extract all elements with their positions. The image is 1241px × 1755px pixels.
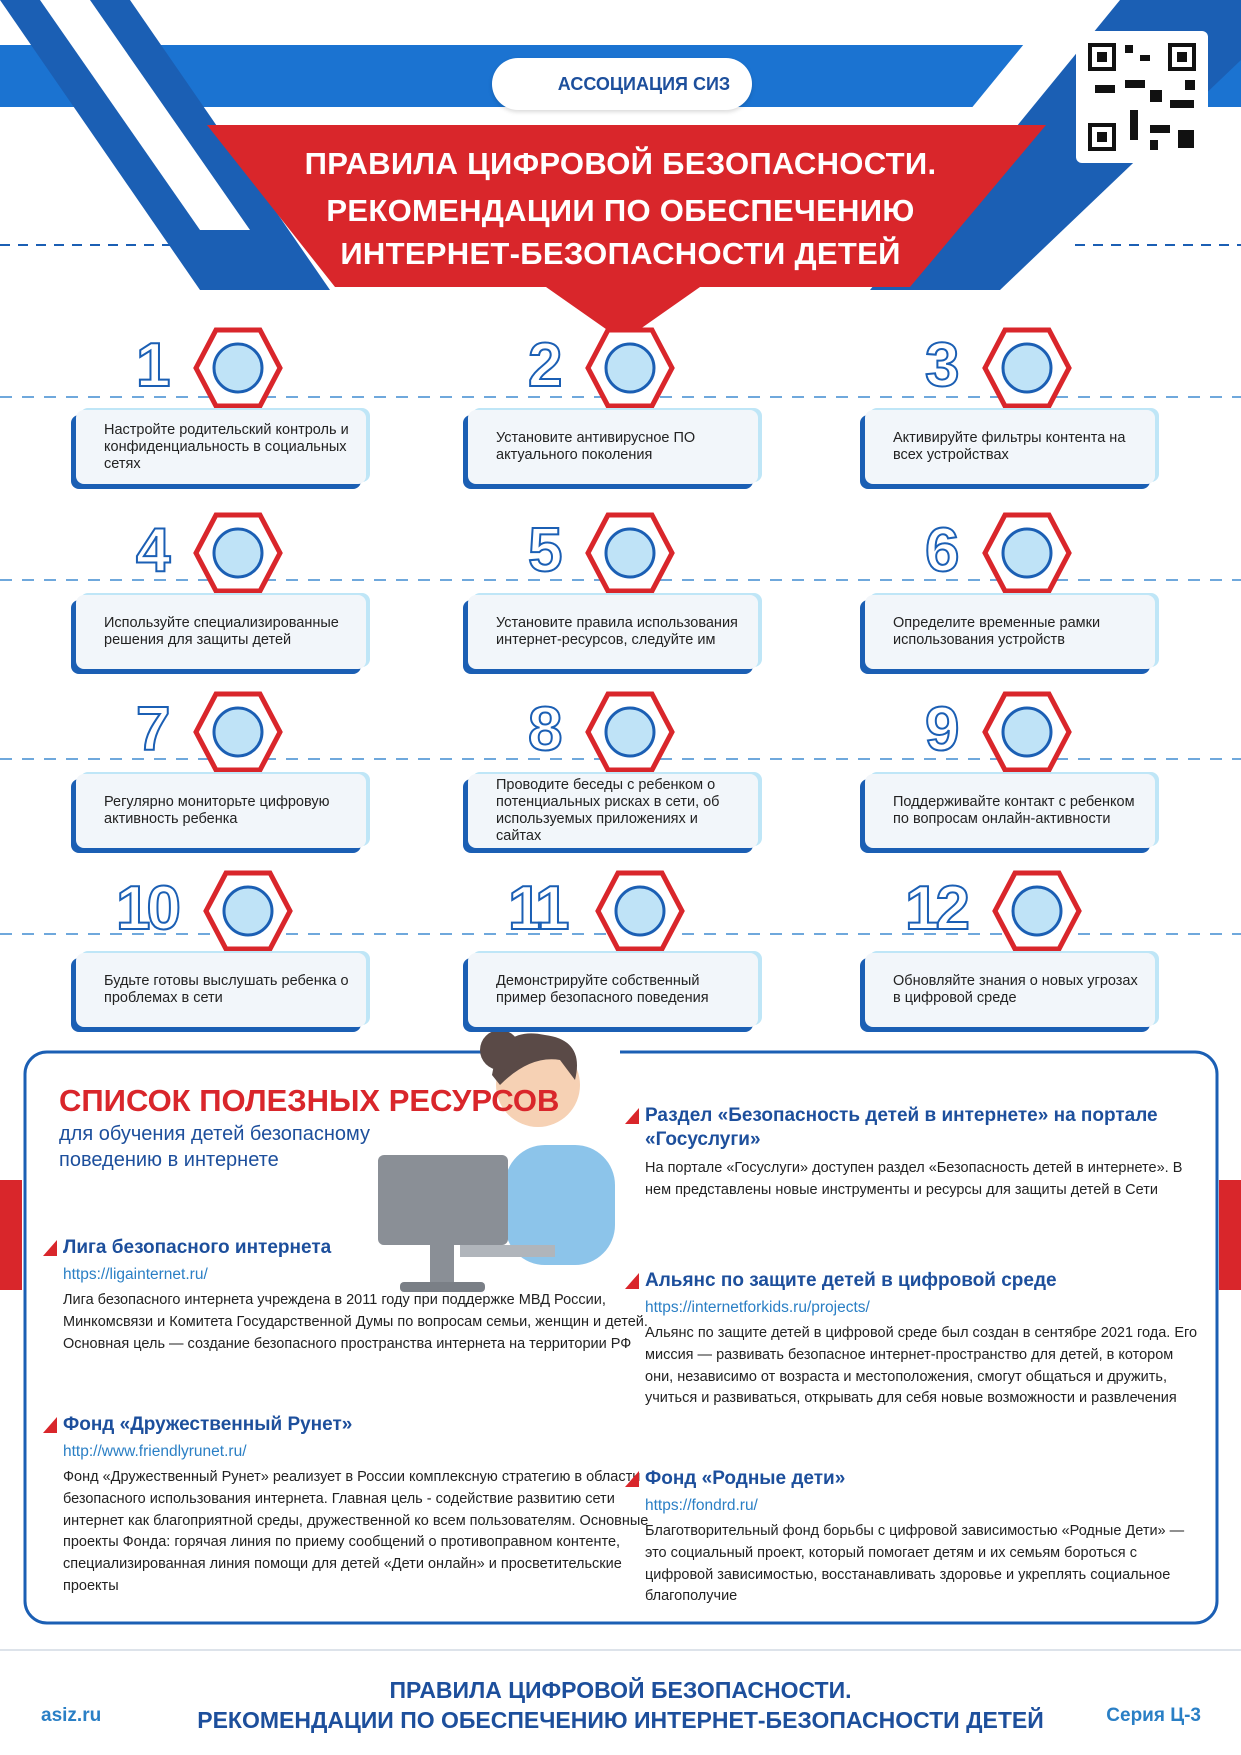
resources-title: СПИСОК ПОЛЕЗНЫХ РЕСУРСОВ — [59, 1083, 560, 1118]
icon-shape — [604, 706, 656, 758]
tip-card: Используйте специализированные решения д… — [76, 595, 366, 669]
tip-card: Демонстрируйте собственный пример безопа… — [468, 953, 758, 1027]
resource: Фонд «Дружественный Рунет» http://www.fri… — [43, 1413, 653, 1598]
tip-card: Установите антивирусное ПО актуального п… — [468, 410, 758, 484]
tip-card: Определите временные рамки использования… — [865, 595, 1155, 669]
tip-number: 12 — [904, 874, 971, 943]
resource: Раздел «Безопасность детей в интернете» … — [625, 1104, 1205, 1202]
resource-url: https://fondrd.ru/ — [645, 1497, 758, 1514]
icon-shape — [212, 342, 264, 394]
footer-title: ПРАВИЛА ЦИФРОВОЙ БЕЗОПАСНОСТИ. РЕКОМЕНДА… — [0, 1675, 1241, 1735]
tip-number: 6 — [924, 516, 961, 585]
bullet — [43, 1417, 57, 1433]
resource-description: Лига безопасного интернета учреждена в 2… — [63, 1292, 648, 1352]
tip-card: Будьте готовы выслушать ребенка о пробле… — [76, 953, 366, 1027]
title-line: РЕКОМЕНДАЦИИ ПО ОБЕСПЕЧЕНИЮ — [326, 193, 915, 228]
resource-description: Фонд «Дружественный Рунет» реализует в Р… — [63, 1469, 649, 1594]
org-name: АССОЦИАЦИЯ СИЗ — [557, 73, 731, 94]
resource: Альянс по защите детей в цифровой среде h… — [625, 1269, 1205, 1410]
resource-description: Благотворительный фонд борьбы с цифровой… — [645, 1523, 1185, 1605]
tip-number: 10 — [115, 874, 182, 943]
footer-line: РЕКОМЕНДАЦИИ ПО ОБЕСПЕЧЕНИЮ ИНТЕРНЕТ-БЕЗ… — [197, 1707, 1044, 1733]
icon-shape — [212, 706, 264, 758]
resource-name: Альянс по защите детей в цифровой среде — [645, 1270, 1057, 1291]
tip-number: 4 — [135, 516, 172, 585]
icon-shape — [1001, 342, 1053, 394]
tip-card: Поддерживайте контакт с ребенком по вопр… — [865, 774, 1155, 848]
tip-card: Настройте родительский контроль и конфид… — [76, 410, 366, 484]
resource-name: Фонд «Родные дети» — [645, 1468, 846, 1489]
title-line: ПРАВИЛА ЦИФРОВОЙ БЕЗОПАСНОСТИ. — [304, 146, 937, 181]
tip-card: Проводите беседы с ребенком о потенциаль… — [468, 774, 758, 848]
resource-description: Альянс по защите детей в цифровой среде … — [645, 1325, 1198, 1407]
resource-url: http://www.friendlyrunet.ru/ — [63, 1443, 247, 1460]
bullet — [625, 1273, 639, 1289]
resource: Лига безопасного интернета https://ligain… — [43, 1236, 653, 1355]
resource-description: На портале «Госуслуги» доступен раздел «… — [645, 1160, 1183, 1198]
icon-shape — [222, 885, 274, 937]
bullet — [625, 1108, 639, 1124]
resource-url: https://internetforkids.ru/projects/ — [645, 1299, 870, 1316]
tip-card: Регулярно мониторьте цифровую активность… — [76, 774, 366, 848]
icon-shape — [604, 342, 656, 394]
bullet — [625, 1471, 639, 1487]
tip-card: Установите правила использования интерне… — [468, 595, 758, 669]
tip-number: 3 — [924, 331, 961, 400]
tip-card: Активируйте фильтры контента на всех уст… — [865, 410, 1155, 484]
icon-shape — [1001, 706, 1053, 758]
bullet — [43, 1240, 57, 1256]
footer-series: Серия Ц-3 — [1106, 1705, 1201, 1726]
org-badge: АССОЦИАЦИЯ СИЗ — [492, 58, 752, 110]
tip-card: Обновляйте знания о новых угрозах в цифр… — [865, 953, 1155, 1027]
tip-number: 11 — [507, 874, 571, 943]
resource-name: Фонд «Дружественный Рунет» — [63, 1414, 353, 1435]
tip-number: 7 — [135, 695, 172, 764]
resource: Фонд «Родные дети» https://fondrd.ru/Благ… — [625, 1467, 1205, 1608]
tip-number: 5 — [527, 516, 564, 585]
footer-line: ПРАВИЛА ЦИФРОВОЙ БЕЗОПАСНОСТИ. — [389, 1677, 852, 1703]
icon-shape — [614, 885, 666, 937]
tip-number: 2 — [527, 331, 564, 400]
resource-url: https://ligainternet.ru/ — [63, 1266, 208, 1283]
resource-name: Раздел «Безопасность детей в интернете» … — [645, 1105, 1158, 1150]
tip-number: 8 — [527, 695, 564, 764]
footer-site: asiz.ru — [41, 1705, 102, 1726]
icon-shape — [604, 527, 656, 579]
icon-shape — [212, 527, 264, 579]
icon-shape — [1011, 885, 1063, 937]
tip-number: 9 — [924, 695, 961, 764]
icon-shape — [1001, 527, 1053, 579]
title-line: ИНТЕРНЕТ-БЕЗОПАСНОСТИ ДЕТЕЙ — [340, 236, 901, 271]
resources-subtitle: для обучения детей безопасному поведению… — [59, 1123, 371, 1171]
tip-number: 1 — [135, 331, 172, 400]
resource-name: Лига безопасного интернета — [63, 1237, 332, 1258]
